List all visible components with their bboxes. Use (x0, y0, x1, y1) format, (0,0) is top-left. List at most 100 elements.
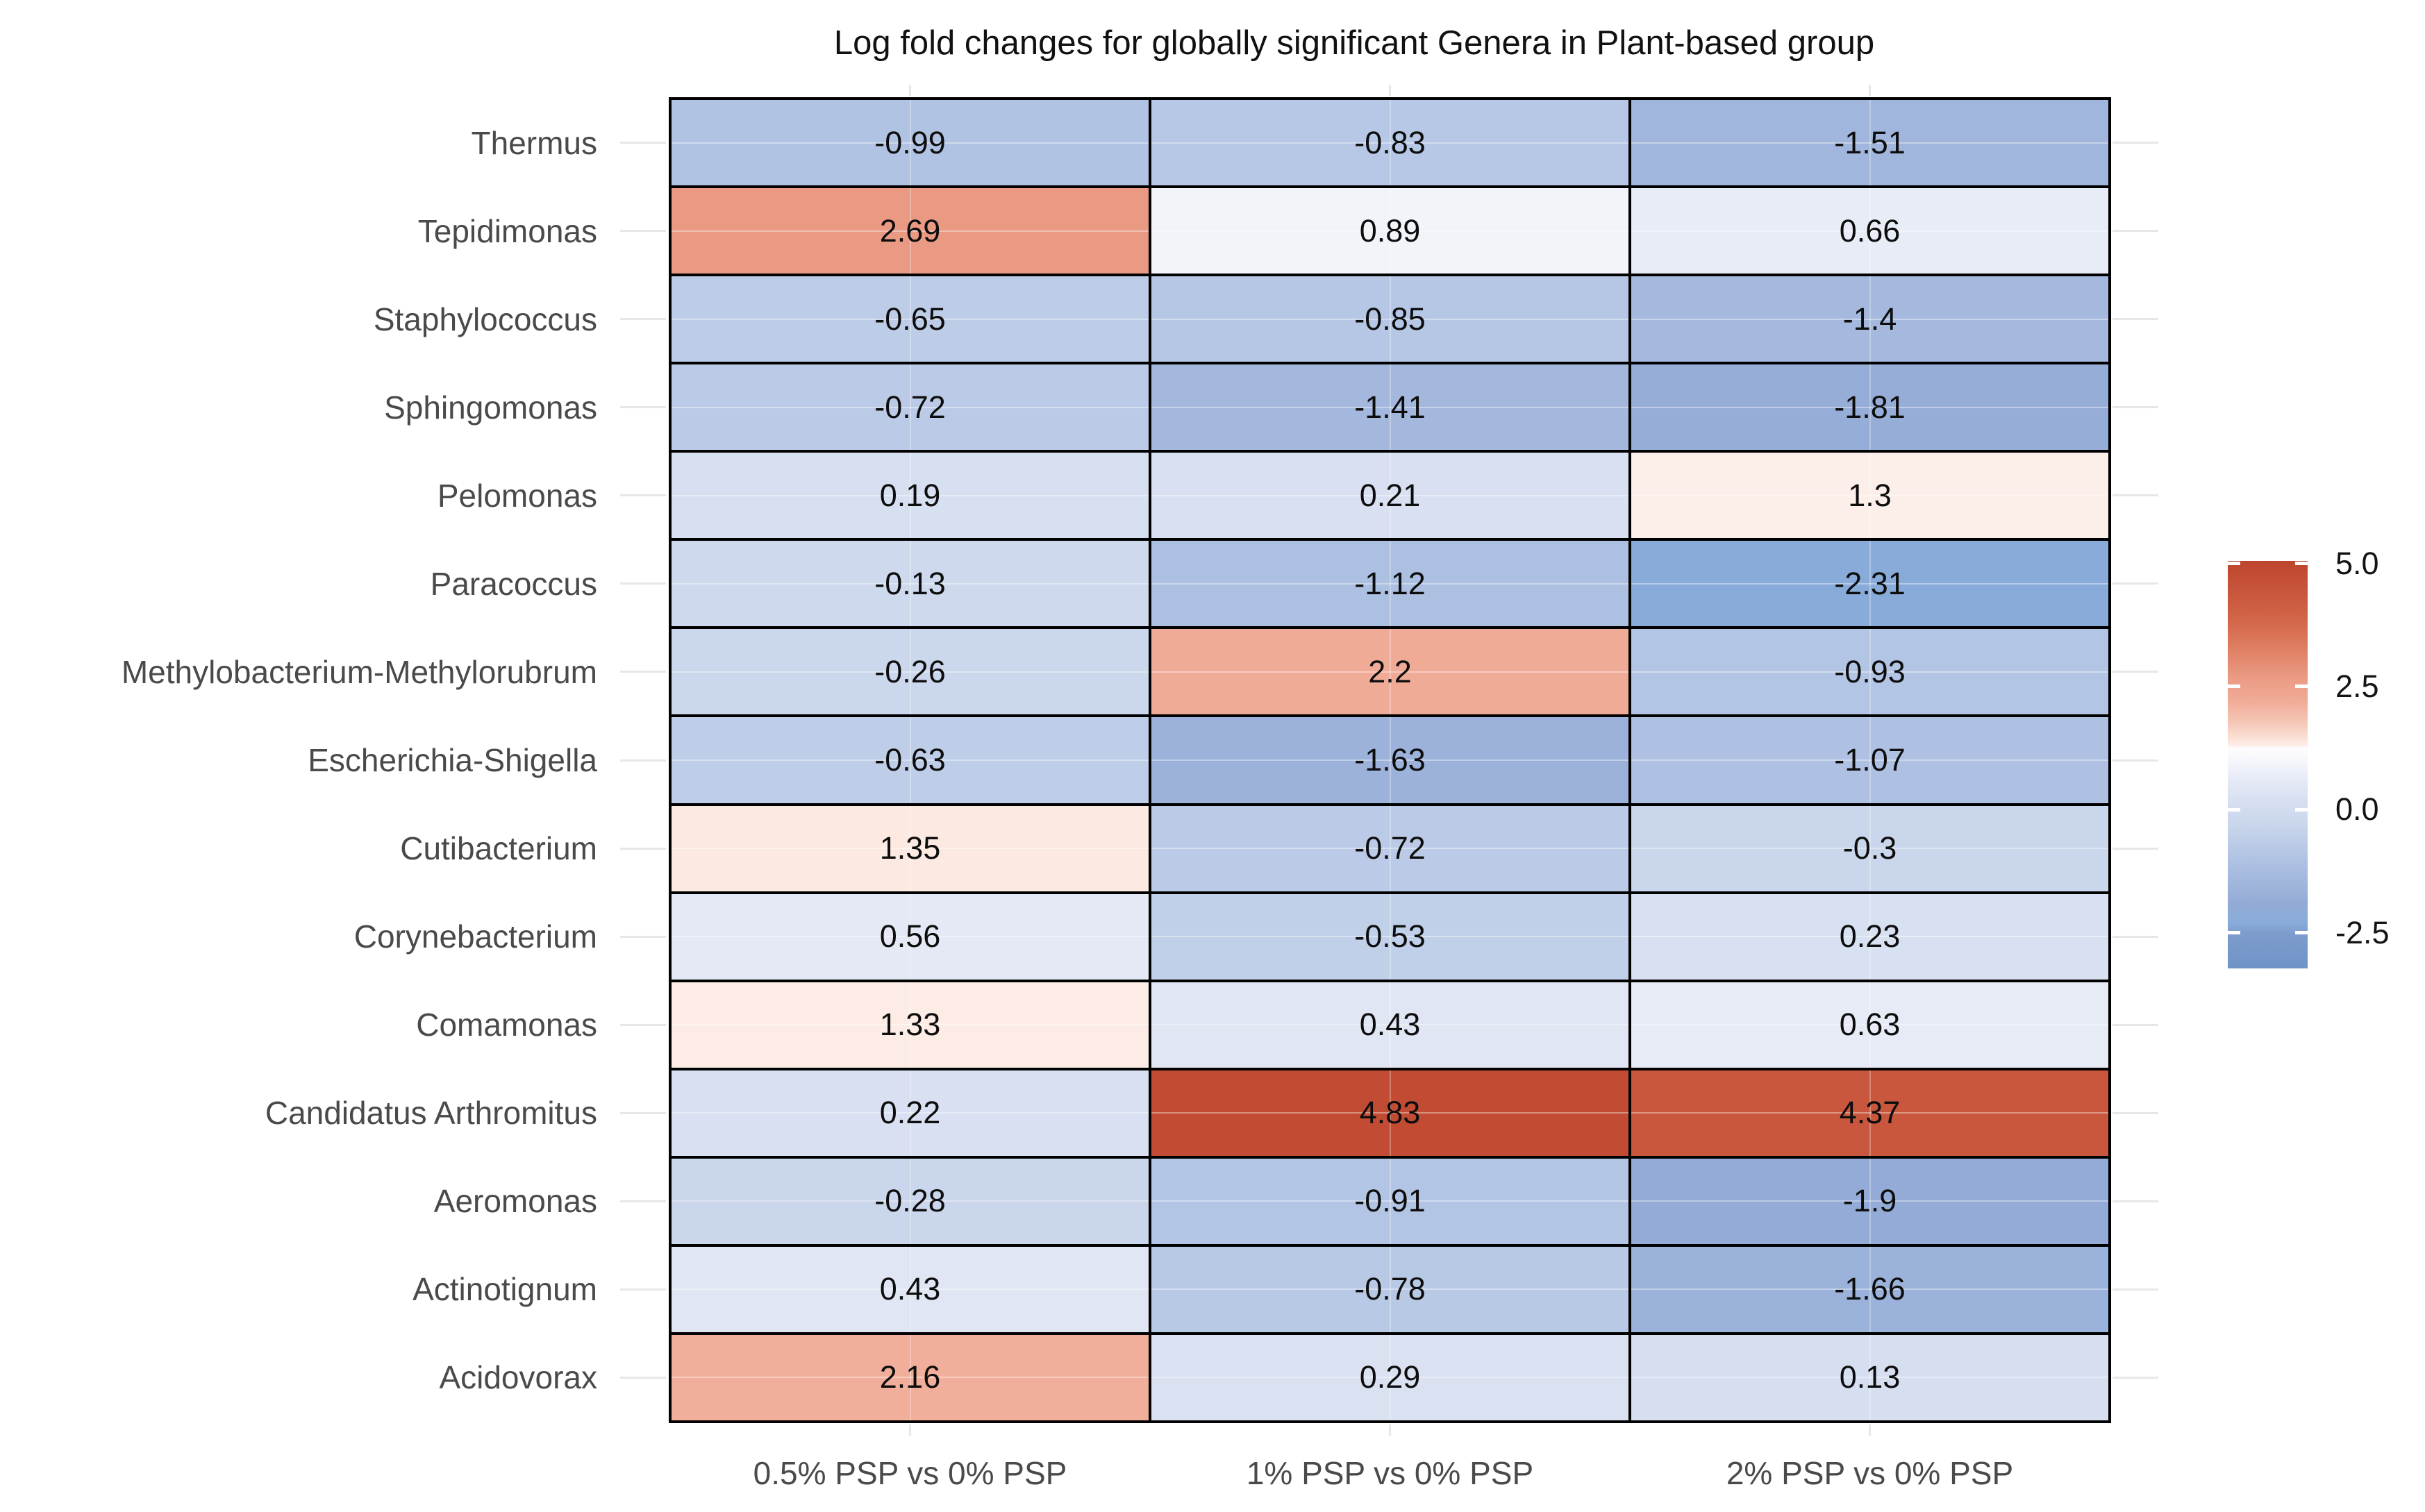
cell-value: -0.93 (1834, 653, 1906, 689)
row-label: Paracoccus (430, 565, 597, 602)
axis-tick (620, 406, 666, 409)
axis-tick (620, 1023, 666, 1026)
row-label: Candidatus Arthromitus (265, 1095, 597, 1132)
cell-value: -0.13 (874, 565, 946, 601)
heatmap-cell: -1.51 (1631, 100, 2108, 186)
cell-value: -1.07 (1834, 741, 1906, 778)
row-label: Acidovorax (439, 1359, 597, 1396)
heatmap-cell: 4.83 (1151, 1070, 1628, 1156)
axis-tick (2112, 1288, 2158, 1291)
axis-tick (620, 671, 666, 673)
heatmap-cell: 1.3 (1631, 453, 2108, 539)
row-label: Actinotignum (412, 1271, 597, 1308)
row-label: Corynebacterium (353, 918, 597, 955)
heatmap-cell: -0.28 (672, 1158, 1149, 1244)
cell-value: -0.26 (874, 653, 946, 689)
cell-value: -0.78 (1354, 1271, 1426, 1307)
heatmap-cell: -0.53 (1151, 893, 1628, 980)
column-label: 2% PSP vs 0% PSP (1726, 1455, 2014, 1491)
heatmap-cell: -2.31 (1631, 541, 2108, 627)
cell-value: -1.4 (1842, 301, 1897, 337)
axis-tick (2112, 1023, 2158, 1026)
heatmap-cell: -1.66 (1631, 1246, 2108, 1332)
cell-value: 0.23 (1839, 918, 1901, 955)
heatmap-cell: -1.12 (1151, 541, 1628, 627)
legend-tick-mark (2228, 562, 2240, 566)
legend-tick-label: 2.5 (2335, 668, 2379, 704)
axis-tick (1869, 1425, 1871, 1436)
cell-value: 0.43 (1359, 1007, 1421, 1043)
legend-tick-mark (2228, 931, 2240, 935)
column-label: 1% PSP vs 0% PSP (1246, 1455, 1534, 1491)
heatmap-cell: -0.13 (672, 541, 1149, 627)
cell-value: 1.3 (1848, 477, 1892, 513)
row-label: Thermus (471, 124, 597, 161)
axis-tick (620, 1288, 666, 1291)
axis-tick (620, 230, 666, 233)
axis-tick (620, 935, 666, 938)
legend-tick-mark (2295, 807, 2308, 812)
legend-tick-mark (2295, 684, 2308, 689)
cell-value: -0.85 (1354, 301, 1426, 337)
heatmap-cell: 0.66 (1631, 188, 2108, 274)
axis-tick (2112, 1200, 2158, 1202)
axis-tick (2112, 759, 2158, 762)
cell-value: 0.22 (879, 1095, 941, 1131)
chart-title: Log fold changes for globally significan… (833, 24, 1875, 62)
heatmap-cell: -0.93 (1631, 629, 2108, 715)
heatmap-cell: -0.63 (672, 717, 1149, 803)
row-label: Pelomonas (437, 477, 597, 514)
axis-tick (2112, 935, 2158, 938)
cell-value: -1.81 (1834, 389, 1906, 425)
heatmap-cell: -0.72 (1151, 805, 1628, 891)
row-label: Cutibacterium (400, 830, 597, 867)
axis-tick (620, 1376, 666, 1379)
axis-tick (2112, 230, 2158, 233)
cell-value: 0.89 (1359, 212, 1421, 249)
axis-tick (620, 1200, 666, 1202)
heatmap-cell: -1.4 (1631, 276, 2108, 362)
axis-tick (1869, 85, 1871, 96)
cell-value: -1.12 (1354, 565, 1426, 601)
heatmap-cell: -0.91 (1151, 1158, 1628, 1244)
column-label: 0.5% PSP vs 0% PSP (753, 1455, 1067, 1491)
cell-value: -0.83 (1354, 124, 1426, 160)
cell-value: 1.35 (879, 830, 941, 866)
legend-tick-label: 0.0 (2335, 791, 2379, 828)
heatmap-cell: 0.56 (672, 893, 1149, 980)
heatmap-cell: -1.81 (1631, 364, 2108, 451)
heatmap-cell: -0.26 (672, 629, 1149, 715)
axis-tick (2112, 1111, 2158, 1114)
legend-colorbar (2228, 561, 2308, 968)
cell-value: -0.65 (874, 301, 946, 337)
legend-tick-label: -2.5 (2335, 914, 2390, 950)
heatmap-cell: 2.69 (672, 188, 1149, 274)
heatmap-cell: 1.35 (672, 805, 1149, 891)
cell-value: -0.72 (1354, 830, 1426, 866)
cell-value: 4.83 (1359, 1095, 1421, 1131)
cell-value: -0.28 (874, 1183, 946, 1219)
cell-value: 2.2 (1368, 653, 1412, 689)
heatmap-cell: 0.19 (672, 453, 1149, 539)
axis-tick (620, 142, 666, 144)
heatmap-cell: 4.37 (1631, 1070, 2108, 1156)
axis-tick (909, 85, 911, 96)
heatmap-cell: -1.41 (1151, 364, 1628, 451)
legend-tick-mark (2228, 807, 2240, 812)
cell-value: -1.51 (1834, 124, 1906, 160)
row-label: Sphingomonas (384, 389, 597, 426)
cell-value: 0.13 (1839, 1359, 1901, 1395)
cell-value: -0.63 (874, 741, 946, 778)
cell-value: 0.21 (1359, 477, 1421, 513)
heatmap-cell: -0.78 (1151, 1246, 1628, 1332)
axis-tick (2112, 406, 2158, 409)
axis-tick (620, 1111, 666, 1114)
axis-tick (620, 759, 666, 762)
cell-value: -0.3 (1842, 830, 1897, 866)
axis-tick (620, 847, 666, 850)
cell-value: 0.43 (879, 1271, 941, 1307)
axis-tick (1389, 1425, 1391, 1436)
row-label: Tepidimonas (417, 212, 597, 249)
cell-value: -2.31 (1834, 565, 1906, 601)
cell-value: -1.63 (1354, 741, 1426, 778)
